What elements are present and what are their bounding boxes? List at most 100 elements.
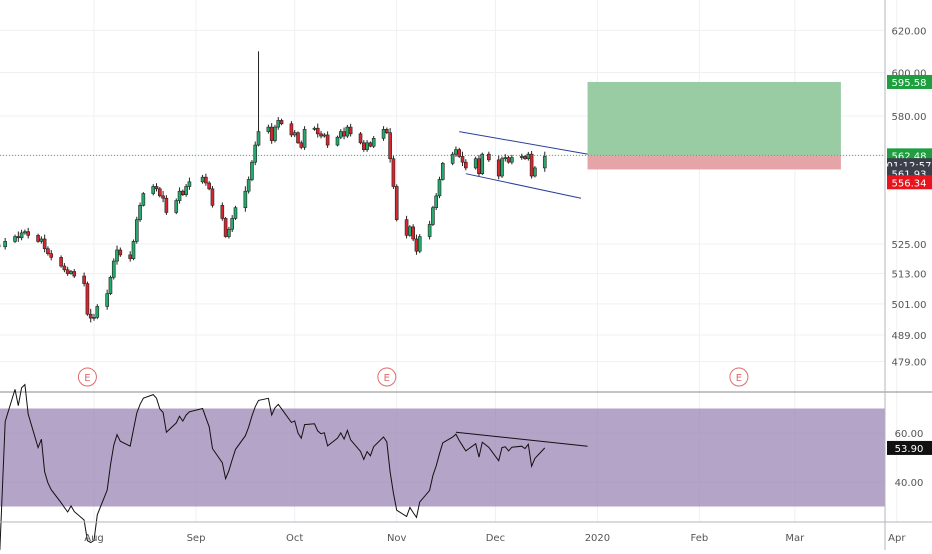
candle-body [415, 239, 418, 251]
candle-body [17, 237, 20, 238]
candle-body [372, 138, 375, 146]
price-tick-label: 580.00 [892, 112, 927, 123]
price-tick-label: 501.00 [892, 300, 927, 311]
rsi-band [0, 409, 885, 507]
time-tick-label: Mar [785, 533, 805, 544]
candle-body [412, 227, 415, 239]
price-tick-label: 513.00 [892, 270, 927, 281]
candle-body [369, 143, 372, 146]
candle-body [89, 314, 92, 318]
candle-body [326, 135, 329, 145]
candle-body [533, 168, 536, 176]
candle-body [461, 156, 464, 162]
candle-body [418, 237, 421, 252]
candle-body [86, 284, 89, 315]
candle-body [428, 224, 431, 236]
rsi-tick-label: 60.00 [895, 429, 924, 440]
candle-body [129, 255, 132, 259]
candle-body [385, 129, 388, 132]
candle-body [234, 208, 237, 219]
earnings-marker-label: E [84, 373, 90, 384]
candle-body [63, 266, 66, 270]
candle-body [474, 159, 477, 168]
candle-body [510, 158, 513, 163]
candle-body [93, 317, 96, 318]
candle-body [297, 133, 300, 143]
candle-body [231, 218, 234, 229]
candle-body [451, 154, 454, 163]
candle-body [343, 132, 346, 136]
candle-body [14, 237, 17, 242]
candle-body [290, 124, 293, 135]
candle-body [158, 189, 161, 196]
candle-body [23, 232, 26, 233]
candle-body [507, 158, 510, 163]
candle-body [27, 232, 30, 236]
candle-body [250, 162, 253, 179]
candle-body [543, 156, 546, 167]
candle-body [181, 191, 184, 195]
candle-body [50, 254, 53, 258]
candle-body [395, 186, 398, 219]
candle-body [83, 276, 86, 284]
time-tick-label: Nov [387, 533, 407, 544]
candle-body [530, 154, 533, 176]
candle-body [359, 134, 362, 143]
candle-body [37, 235, 40, 241]
candle-body [313, 128, 316, 129]
candle-body [382, 129, 385, 138]
candle-body [389, 133, 392, 159]
candle-body [362, 143, 365, 150]
candle-body [497, 160, 500, 176]
earnings-marker-label: E [384, 373, 390, 384]
candle-body [300, 143, 303, 148]
candle-body [524, 156, 527, 158]
candle-body [201, 177, 204, 182]
candle-body [178, 191, 181, 200]
candle-body [405, 220, 408, 236]
candle-body [431, 208, 434, 225]
candle-body [73, 272, 76, 277]
rsi-tick-label: 40.00 [895, 478, 924, 489]
candle-body [224, 218, 227, 236]
candle-body [441, 163, 444, 179]
candle-body [435, 196, 438, 208]
candle-body [277, 120, 280, 127]
price-badge-label: 556.34 [892, 178, 927, 189]
candle-body [4, 241, 7, 246]
candle-body [520, 156, 523, 157]
candle-body [112, 261, 115, 277]
candle-body [408, 227, 411, 235]
candle-body [132, 241, 135, 258]
candle-body [221, 205, 224, 218]
price-tick-label: 620.00 [892, 26, 927, 37]
candle-body [106, 294, 109, 307]
candle-body [527, 154, 530, 159]
candle-body [273, 127, 276, 140]
candle-body [46, 249, 49, 254]
candle-body [366, 143, 369, 150]
candle-body [293, 133, 296, 135]
candle-body [20, 233, 23, 238]
candle-body [316, 128, 319, 134]
price-tick-label: 479.00 [892, 358, 927, 369]
price-tick-label: 525.00 [892, 240, 927, 251]
candle-body [504, 158, 507, 159]
candle-body [481, 154, 484, 174]
candle-body [119, 250, 122, 255]
candle-body [152, 186, 155, 193]
price-badge-label: 595.58 [892, 78, 927, 89]
time-tick-label: Feb [691, 533, 709, 544]
candle-body [40, 239, 43, 241]
candle-body [454, 150, 457, 155]
candle-body [175, 201, 178, 213]
candle-body [135, 220, 138, 242]
price-pane [0, 0, 885, 392]
profit-target-zone [588, 82, 841, 155]
rsi-badge-label: 53.90 [895, 444, 924, 455]
candle-body [247, 179, 250, 191]
time-tick-label: Sep [187, 533, 206, 544]
